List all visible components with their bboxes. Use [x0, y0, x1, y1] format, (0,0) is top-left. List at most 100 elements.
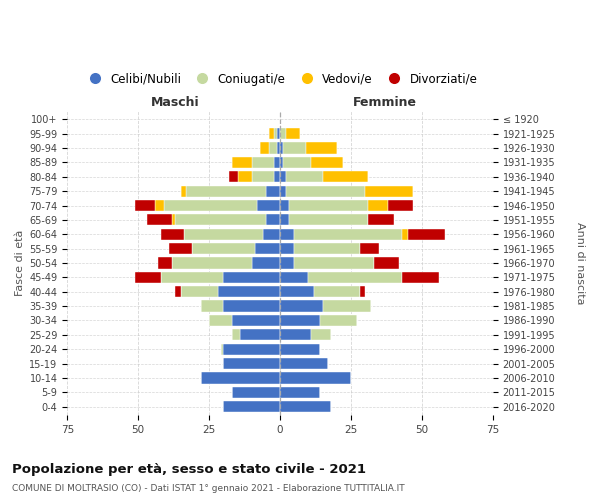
Bar [252, 171, 274, 182]
Bar [289, 200, 368, 211]
Bar [254, 243, 280, 254]
Bar [187, 186, 266, 197]
Bar [374, 258, 400, 268]
Bar [280, 386, 320, 398]
Bar [280, 157, 283, 168]
Bar [280, 200, 289, 211]
Bar [320, 315, 357, 326]
Bar [218, 286, 280, 298]
Bar [232, 157, 252, 168]
Bar [164, 200, 257, 211]
Text: Popolazione per età, sesso e stato civile - 2021: Popolazione per età, sesso e stato civil… [12, 462, 366, 475]
Bar [402, 272, 439, 283]
Bar [169, 243, 192, 254]
Bar [305, 142, 337, 154]
Bar [280, 186, 286, 197]
Bar [280, 372, 351, 384]
Bar [274, 128, 277, 140]
Bar [308, 272, 402, 283]
Bar [192, 243, 254, 254]
Bar [252, 258, 280, 268]
Bar [232, 329, 241, 340]
Bar [280, 142, 283, 154]
Bar [181, 186, 187, 197]
Bar [280, 315, 320, 326]
Bar [323, 171, 368, 182]
Bar [274, 157, 280, 168]
Bar [283, 157, 311, 168]
Bar [223, 358, 280, 369]
Text: COMUNE DI MOLTRASIO (CO) - Dati ISTAT 1° gennaio 2021 - Elaborazione TUTTITALIA.: COMUNE DI MOLTRASIO (CO) - Dati ISTAT 1°… [12, 484, 404, 493]
Bar [269, 142, 277, 154]
Bar [280, 358, 328, 369]
Bar [155, 200, 164, 211]
Bar [280, 171, 286, 182]
Bar [229, 171, 238, 182]
Bar [295, 243, 359, 254]
Bar [136, 272, 161, 283]
Bar [408, 228, 445, 240]
Bar [280, 272, 308, 283]
Bar [368, 200, 388, 211]
Bar [175, 214, 266, 226]
Bar [263, 228, 280, 240]
Bar [280, 258, 295, 268]
Bar [184, 228, 263, 240]
Bar [311, 157, 343, 168]
Bar [280, 401, 331, 412]
Bar [136, 200, 155, 211]
Bar [266, 186, 280, 197]
Bar [280, 228, 295, 240]
Bar [223, 344, 280, 355]
Bar [359, 286, 365, 298]
Legend: Celibi/Nubili, Coniugati/e, Vedovi/e, Divorziati/e: Celibi/Nubili, Coniugati/e, Vedovi/e, Di… [78, 68, 482, 90]
Bar [280, 128, 286, 140]
Bar [280, 329, 311, 340]
Bar [260, 142, 269, 154]
Bar [161, 272, 223, 283]
Bar [200, 372, 280, 384]
Bar [221, 344, 223, 355]
Bar [311, 329, 331, 340]
Bar [295, 228, 402, 240]
Bar [269, 128, 274, 140]
Bar [277, 142, 280, 154]
Bar [209, 315, 232, 326]
Bar [368, 214, 394, 226]
Bar [232, 386, 280, 398]
Bar [158, 258, 172, 268]
Bar [238, 171, 252, 182]
Bar [277, 128, 280, 140]
Text: Femmine: Femmine [353, 96, 417, 108]
Bar [232, 315, 280, 326]
Bar [286, 186, 365, 197]
Bar [286, 128, 300, 140]
Bar [280, 286, 314, 298]
Bar [323, 300, 371, 312]
Bar [314, 286, 359, 298]
Bar [223, 272, 280, 283]
Bar [289, 214, 368, 226]
Bar [283, 142, 305, 154]
Bar [172, 214, 175, 226]
Text: Maschi: Maschi [151, 96, 199, 108]
Bar [175, 286, 181, 298]
Bar [280, 243, 295, 254]
Bar [147, 214, 172, 226]
Bar [280, 214, 289, 226]
Bar [252, 157, 274, 168]
Y-axis label: Anni di nascita: Anni di nascita [575, 222, 585, 304]
Bar [223, 300, 280, 312]
Bar [280, 344, 320, 355]
Y-axis label: Fasce di età: Fasce di età [15, 230, 25, 296]
Bar [365, 186, 413, 197]
Bar [200, 300, 223, 312]
Bar [280, 300, 323, 312]
Bar [295, 258, 374, 268]
Bar [257, 200, 280, 211]
Bar [241, 329, 280, 340]
Bar [388, 200, 413, 211]
Bar [274, 171, 280, 182]
Bar [402, 228, 408, 240]
Bar [181, 286, 218, 298]
